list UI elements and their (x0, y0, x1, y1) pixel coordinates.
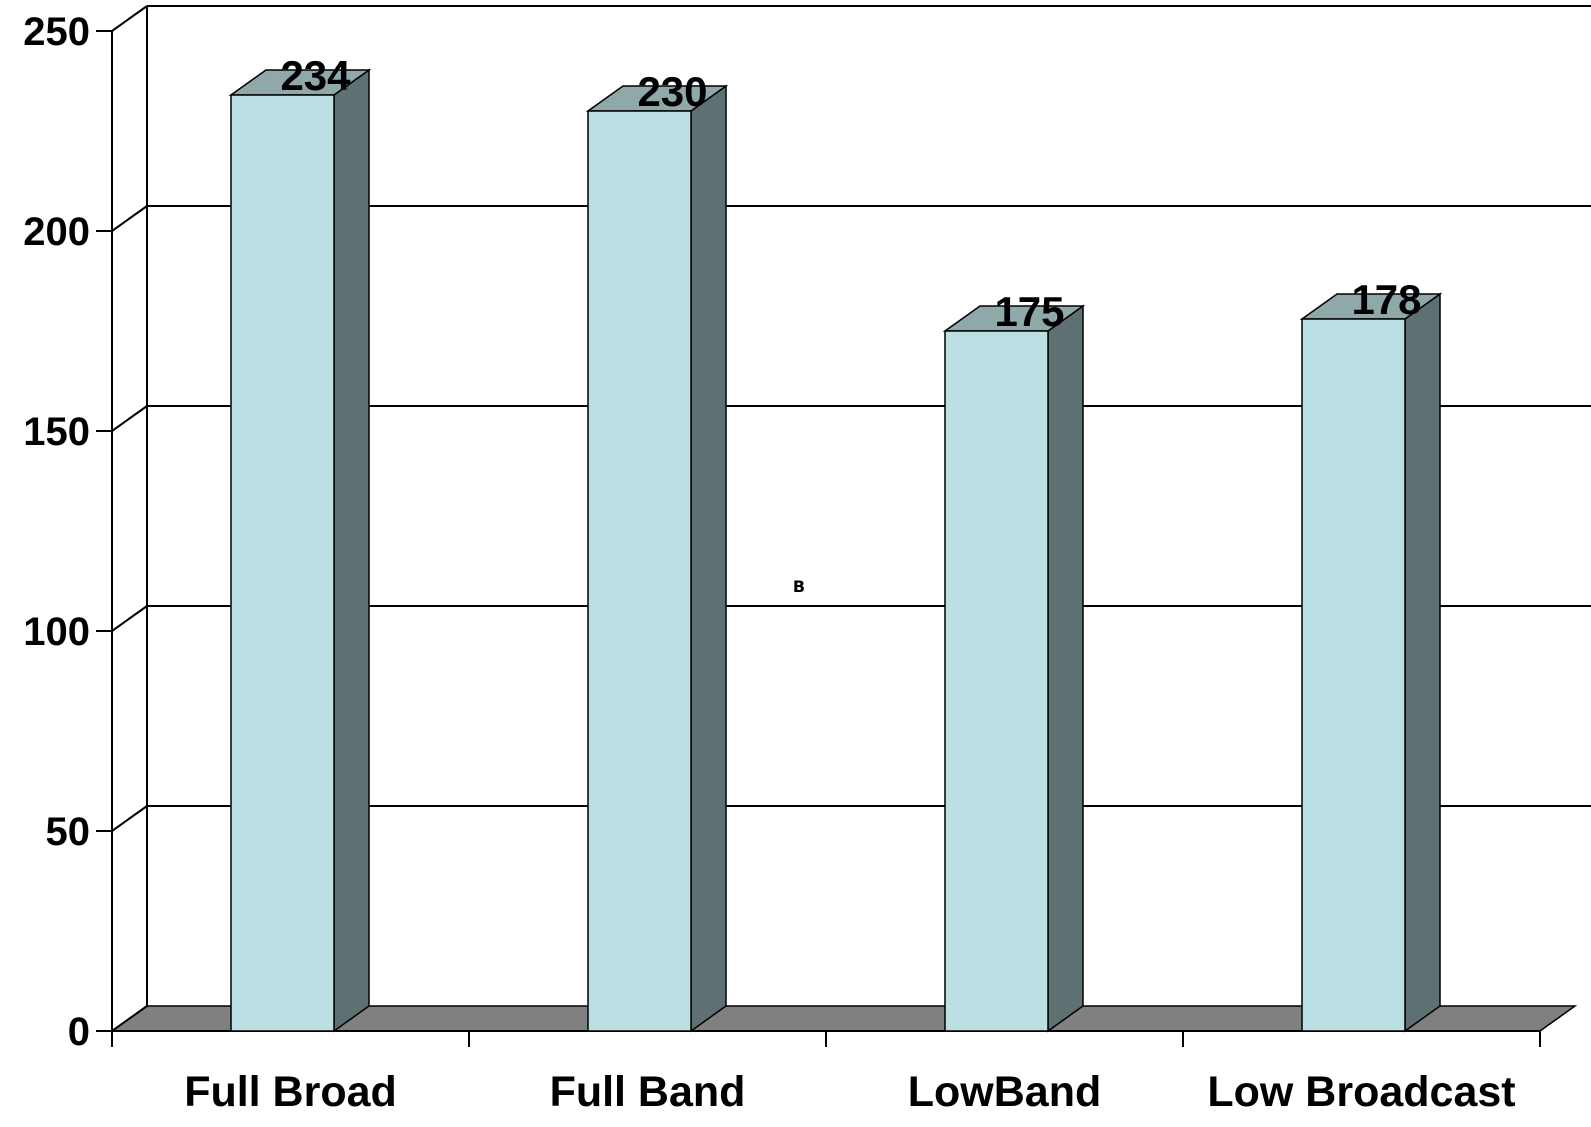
bars (228, 68, 1443, 1033)
bar (944, 330, 1049, 1032)
side-wall-line-250 (111, 5, 148, 32)
x-category-label: Low Broadcast (1207, 1068, 1515, 1116)
labels: 0 50 100 150 200 250 234 Full Broad 230 Full Band… (23, 10, 1515, 1116)
bar-value-label: 234 (280, 52, 351, 99)
x-category-label: Full Band (550, 1068, 746, 1116)
annotation-label: B (793, 577, 805, 596)
side-wall-line-100 (111, 605, 148, 632)
y-tick-label: 0 (68, 1010, 90, 1054)
bar-side-0 (333, 68, 370, 1033)
x-category-label: LowBand (908, 1068, 1101, 1116)
y-tick-label: 200 (23, 210, 90, 254)
bar-side-3 (1404, 292, 1441, 1033)
y-tick-label: 150 (23, 410, 90, 454)
side-wall-line-0 (111, 1005, 148, 1032)
bar-side-2 (1047, 304, 1084, 1033)
side-wall-line-150 (111, 405, 148, 432)
bar-value-label: 175 (994, 288, 1064, 335)
gridlines (146, 5, 1591, 1006)
bar (587, 110, 692, 1032)
y-tick-label: 250 (23, 10, 90, 54)
bar-value-label: 230 (637, 68, 707, 115)
y-tick-label: 50 (46, 810, 91, 854)
x-category-label: Full Broad (184, 1068, 397, 1116)
side-wall-line-50 (111, 805, 148, 832)
y-tick-label: 100 (23, 610, 90, 654)
side-wall-line-200 (111, 205, 148, 232)
bar (230, 94, 335, 1032)
bar-side-1 (690, 84, 727, 1033)
bar-value-label: 178 (1351, 276, 1421, 323)
bar (1301, 318, 1406, 1032)
